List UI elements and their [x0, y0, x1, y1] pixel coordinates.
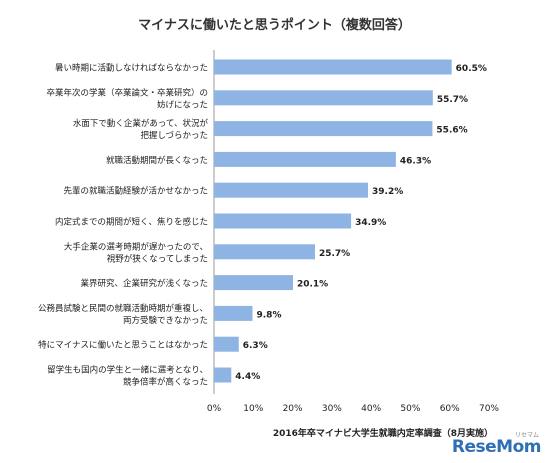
- bar-5: [214, 182, 368, 198]
- resemom-logo: ReseMom リセマム: [451, 432, 542, 457]
- x-tick-label-6: 50%: [400, 404, 420, 414]
- category-label-line: 業界研究、企業研究が浅くなった: [80, 278, 208, 289]
- category-label-10: 特にマイナスに働いたと思うことはなかった: [38, 340, 208, 351]
- category-label-3: 水面下で動く企業があって、状況が把握しづらかった: [73, 118, 209, 141]
- category-label-line: 競争倍率が高くなった: [123, 377, 208, 388]
- value-label-1: 60.5%: [456, 64, 487, 74]
- category-label-line: 卒業年次の学業（卒業論文・卒業研究）の: [46, 87, 208, 98]
- value-label-2: 55.7%: [437, 95, 468, 105]
- category-label-line: 両方受験できなかった: [123, 315, 208, 326]
- value-label-11: 4.4%: [235, 372, 260, 382]
- category-label-line: 留学生も国内の学生と一緒に選考となり、: [47, 365, 208, 376]
- category-label-line: 特にマイナスに働いたと思うことはなかった: [38, 340, 208, 351]
- bar-11: [214, 367, 232, 383]
- bar-10: [214, 336, 239, 352]
- bar-4: [214, 151, 396, 167]
- source-note: 2016年卒マイナビ大学生就職内定率調査（8月実施）: [272, 429, 493, 439]
- category-label-9: 公務員試験と民間の就職活動時期が重複し、両方受験できなかった: [38, 303, 208, 326]
- bar-8: [214, 275, 293, 291]
- value-label-7: 25.7%: [319, 249, 350, 259]
- category-label-line: 妨げになった: [157, 99, 208, 110]
- category-label-7: 大手企業の選考時期が遅かったので、視野が狭くなってしまった: [64, 241, 208, 264]
- category-label-line: 先輩の就職活動経験が活かせなかった: [63, 186, 208, 197]
- category-label-1: 暑い時期に活動しなければならなかった: [55, 63, 208, 74]
- x-tick-label-2: 10%: [243, 404, 263, 414]
- category-label-4: 就職活動期間が長くなった: [106, 155, 208, 166]
- value-label-4: 46.3%: [400, 156, 431, 166]
- x-tick-label-1: 0%: [207, 404, 222, 414]
- x-tick-label-4: 30%: [322, 404, 342, 414]
- category-label-6: 内定式までの期間が短く、焦りを感じた: [55, 217, 208, 228]
- bar-9: [214, 305, 253, 321]
- bar-7: [214, 244, 315, 260]
- bar-2: [214, 90, 433, 106]
- category-label-line: 大手企業の選考時期が遅かったので、: [64, 241, 208, 252]
- category-label-8: 業界研究、企業研究が浅くなった: [80, 278, 208, 289]
- value-label-10: 6.3%: [243, 341, 268, 351]
- value-label-9: 9.8%: [257, 310, 282, 320]
- category-label-11: 留学生も国内の学生と一緒に選考となり、競争倍率が高くなった: [47, 365, 208, 388]
- category-label-line: 把握しづらかった: [141, 130, 209, 141]
- chart-title: マイナスに働いたと思うポイント（複数回答）: [138, 18, 411, 33]
- category-label-line: 内定式までの期間が短く、焦りを感じた: [55, 217, 208, 228]
- value-label-6: 34.9%: [355, 218, 386, 228]
- x-tick-label-7: 60%: [440, 404, 460, 414]
- bar-3: [214, 121, 433, 137]
- logo-subtext: リセマム: [514, 432, 539, 439]
- category-label-line: 暑い時期に活動しなければならなかった: [55, 63, 208, 74]
- bar-1: [214, 59, 452, 75]
- x-tick-label-3: 20%: [283, 404, 303, 414]
- value-label-8: 20.1%: [297, 280, 328, 290]
- value-label-5: 39.2%: [372, 187, 403, 197]
- category-label-line: 公務員試験と民間の就職活動時期が重複し、: [38, 303, 208, 314]
- bar-6: [214, 213, 352, 229]
- category-label-line: 視野が狭くなってしまった: [107, 253, 208, 264]
- logo-text: ReseMom: [451, 437, 542, 457]
- value-label-3: 55.6%: [436, 126, 467, 136]
- category-label-line: 水面下で動く企業があって、状況が: [73, 118, 209, 129]
- category-label-line: 就職活動期間が長くなった: [106, 155, 208, 166]
- x-tick-label-5: 40%: [361, 404, 381, 414]
- category-label-5: 先輩の就職活動経験が活かせなかった: [63, 186, 208, 197]
- x-tick-label-8: 70%: [479, 404, 499, 414]
- category-label-2: 卒業年次の学業（卒業論文・卒業研究）の妨げになった: [46, 87, 208, 110]
